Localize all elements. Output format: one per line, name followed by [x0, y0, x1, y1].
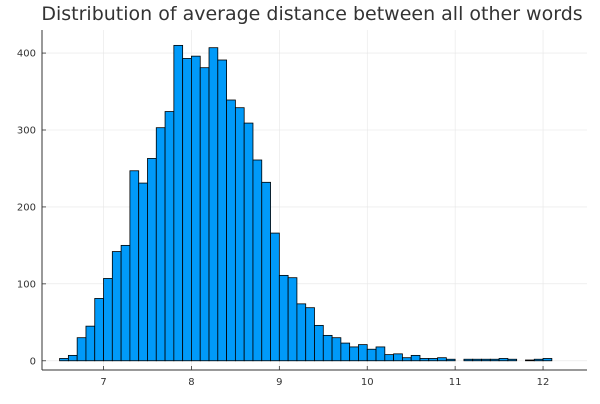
histogram-bar — [111, 251, 122, 362]
histogram-bar — [322, 334, 333, 362]
histogram-bar — [463, 358, 474, 362]
histogram-bar — [384, 354, 395, 362]
histogram-bar — [270, 232, 280, 362]
histogram-bars — [59, 44, 553, 362]
histogram-bar — [182, 58, 192, 362]
histogram-bar — [164, 111, 175, 362]
histogram-bar — [472, 358, 482, 362]
x-tick-label: 7 — [100, 377, 106, 388]
histogram-bar — [199, 67, 210, 362]
histogram-bar — [138, 182, 148, 362]
histogram-bar — [428, 358, 438, 362]
axes — [41, 30, 587, 371]
histogram-bar — [419, 358, 430, 362]
histogram-bar — [287, 277, 298, 362]
histogram-bar — [261, 181, 271, 362]
histogram-bar — [489, 358, 500, 362]
histogram-bar — [402, 357, 412, 362]
x-tick-label: 11 — [449, 377, 462, 388]
chart-title: Distribution of average distance between… — [41, 3, 582, 25]
x-axis-ticks: 7 8 9 10 11 12 — [100, 366, 549, 388]
histogram-bar — [375, 346, 386, 362]
histogram-bar — [533, 358, 544, 362]
y-tick-label: 400 — [17, 49, 36, 60]
histogram-bar — [278, 274, 289, 362]
histogram-bar — [437, 357, 447, 362]
y-axis-ticks: 0 100 200 300 400 — [17, 49, 46, 367]
histogram-bar — [59, 358, 69, 362]
histogram-bar — [358, 344, 368, 362]
x-tick-label: 12 — [537, 377, 550, 388]
histogram-bar — [340, 342, 351, 362]
x-tick-label: 9 — [276, 377, 282, 388]
histogram-bar — [542, 358, 553, 362]
histogram-bar — [507, 358, 518, 362]
histogram-bar — [155, 127, 166, 362]
histogram-bar — [498, 358, 509, 362]
histogram-bar — [120, 244, 131, 362]
histogram-bar — [393, 353, 403, 362]
histogram-bar — [67, 354, 78, 362]
histogram-bar — [305, 307, 315, 362]
histogram-bar — [191, 55, 201, 362]
histogram-bar — [410, 354, 421, 362]
histogram-bar — [481, 358, 491, 362]
y-tick-label: 0 — [30, 356, 36, 367]
histogram-bar — [94, 298, 104, 362]
histogram-bar — [85, 325, 96, 362]
histogram-bar — [103, 278, 113, 362]
histogram-bar — [252, 159, 263, 362]
histogram-bar — [296, 303, 307, 362]
y-tick-label: 200 — [17, 202, 36, 213]
histogram-bar — [147, 158, 157, 362]
x-tick-label: 8 — [188, 377, 194, 388]
histogram-bar — [525, 359, 535, 362]
y-tick-label: 300 — [17, 126, 36, 137]
histogram-bar — [234, 107, 245, 362]
y-tick-label: 100 — [17, 279, 36, 290]
histogram-bar — [76, 337, 87, 362]
histogram-bar — [314, 324, 324, 362]
histogram-bar — [445, 358, 456, 362]
histogram-bar — [226, 99, 236, 362]
histogram-bar — [217, 59, 227, 362]
histogram-bar — [366, 348, 377, 362]
x-tick-label: 10 — [361, 377, 374, 388]
histogram-bar — [331, 337, 342, 362]
histogram-bar — [243, 122, 254, 362]
histogram-bar — [349, 346, 359, 362]
histogram-bar — [129, 170, 140, 362]
histogram-bar — [208, 47, 219, 362]
histogram-bar — [173, 44, 184, 362]
